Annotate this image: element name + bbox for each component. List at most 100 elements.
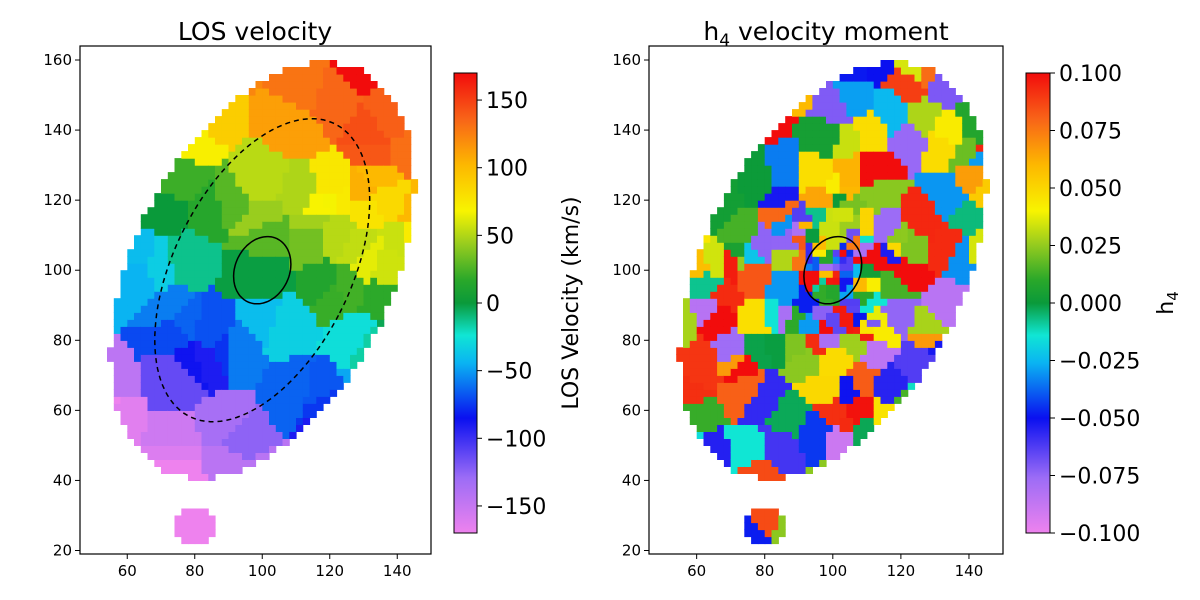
los-bin [370,256,378,264]
h4-bin [737,277,745,285]
los-bin [302,137,311,145]
h4-bin [723,277,732,285]
los-bin [208,200,216,208]
h4-bin [798,151,807,159]
h4-bin [696,424,705,432]
los-bin [275,221,284,229]
h4-bin [805,312,813,320]
h4-bin [730,242,739,250]
h4-bin [839,88,847,96]
los-bin [181,445,189,453]
los-bin [343,319,351,327]
los-bin [296,326,304,334]
h4-bin [696,312,705,320]
h4-bin [751,347,759,355]
h4-bin [914,172,922,180]
los-bin [282,263,290,271]
h4-bin [839,158,847,166]
los-bin [275,256,284,264]
h4-bin [798,158,807,166]
los-bin [370,207,378,215]
h4-bin [900,109,909,117]
los-bin [167,200,176,208]
h4-bin [764,473,773,481]
h4-bin [764,319,773,327]
los-bin [248,263,257,271]
los-bin [289,431,297,439]
los-bin [316,340,324,348]
los-bin [262,95,270,103]
los-bin [275,417,284,425]
los-bin [269,81,277,89]
los-bin [248,375,257,383]
los-bin [323,172,331,180]
h4-bin [853,424,861,432]
h4-bin [696,382,705,390]
los-bin [309,347,317,355]
h4-bin [798,214,807,222]
h4-bin [792,375,800,383]
los-bin [194,200,203,208]
h4-bin [832,396,841,404]
los-bin [147,396,155,404]
los-bin [255,291,263,299]
h4-bin [703,396,711,404]
h4-bin [934,81,943,89]
los-bin [255,277,263,285]
los-bin [329,340,338,348]
los-bin [329,60,338,68]
los-bin [221,242,230,250]
los-bin [377,137,385,145]
los-bin [269,270,277,278]
los-bin [269,137,277,145]
los-bin [235,459,243,467]
los-bin [302,228,311,236]
h4-bin [826,445,834,453]
los-bin [134,263,142,271]
h4-bin [914,354,922,362]
h4-bin [880,319,888,327]
los-bin [181,396,189,404]
los-bin [255,172,263,180]
los-bin [242,193,250,201]
h4-bin [934,165,943,173]
los-bin [296,249,304,257]
los-bin [343,102,351,110]
h4-bin [798,368,807,376]
los-bin [336,249,344,257]
h4-bin [723,403,732,411]
h4-bin [696,284,705,292]
los-bin [302,333,311,341]
h4-bin [757,200,766,208]
los-bin [309,207,317,215]
h4-bin [744,431,752,439]
h4-bin [941,151,950,159]
h4-bin [757,319,766,327]
h4-bin [785,291,793,299]
los-bin [316,207,324,215]
h4-bin [826,291,834,299]
h4-bin [853,410,861,418]
los-bin [248,165,257,173]
los-bin [228,193,236,201]
los-bin [194,326,203,334]
h4-bin [798,137,807,145]
h4-bin [723,256,732,264]
los-bin [302,319,311,327]
los-bin [147,242,155,250]
los-bin [302,312,311,320]
los-bin [363,291,371,299]
los-bin [262,151,270,159]
h4-bin [778,445,786,453]
los-bin [161,340,169,348]
h4-bin [907,284,916,292]
h4-bin [832,263,841,271]
h4-bin [846,403,854,411]
los-bin [235,445,243,453]
h4-bin [873,298,882,306]
h4-bin [683,305,691,313]
h4-bin [832,445,841,453]
h4-bin [948,130,956,138]
h4-bin [887,403,895,411]
